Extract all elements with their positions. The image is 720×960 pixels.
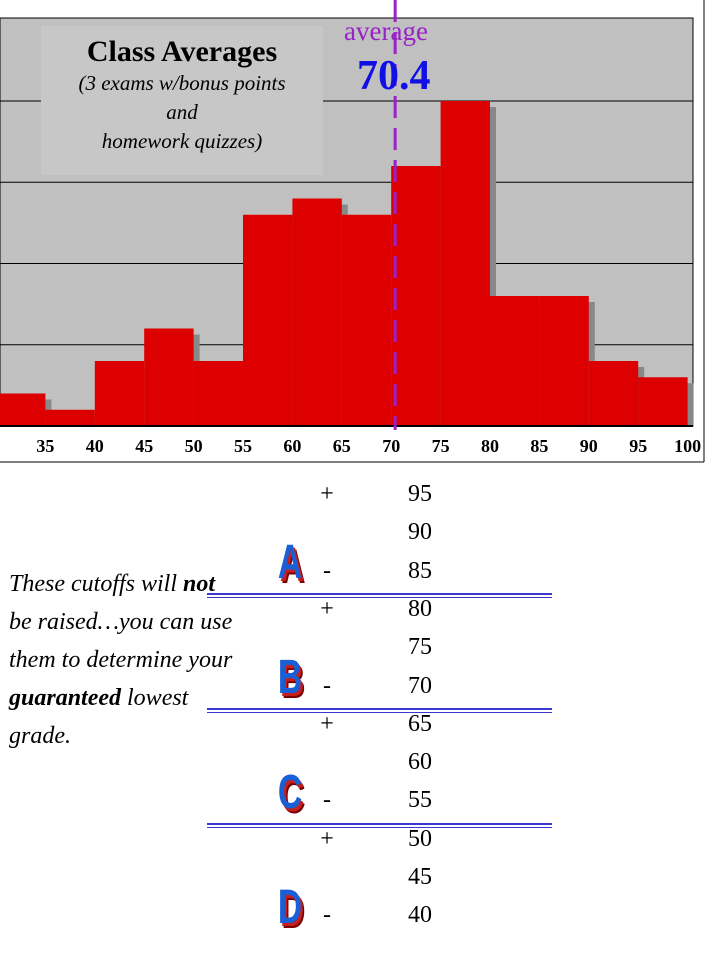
histogram-bar (243, 214, 293, 426)
histogram-bar (193, 361, 243, 426)
x-tick-label: 100 (674, 436, 701, 456)
note-part3: lowest grade. (9, 685, 189, 749)
chart-subtitle-line1: (3 exams w/bonus points (78, 71, 286, 95)
note-bold-guaranteed: guaranteed (9, 685, 122, 711)
histogram-bar (144, 328, 194, 426)
grade-cutoff-value: 75 (408, 634, 432, 661)
grade-letter-b: B (277, 650, 303, 704)
note-bold-not: not (183, 571, 216, 597)
grade-modifier: - (323, 672, 331, 699)
x-tick-label: 50 (185, 436, 203, 456)
chart-title: Class Averages (86, 35, 278, 68)
chart-title-box: Class Averages (3 exams w/bonus points a… (41, 26, 323, 175)
grade-modifier: - (323, 787, 331, 814)
x-tick-label: 65 (333, 436, 351, 456)
x-tick-label: 80 (481, 436, 499, 456)
grade-cutoff-value: 85 (408, 557, 432, 584)
x-tick-label: 75 (432, 436, 450, 456)
histogram-bar (45, 409, 95, 426)
x-tick-label: 85 (530, 436, 548, 456)
grade-modifier: - (323, 902, 331, 929)
histogram-bar (341, 214, 392, 426)
grade-modifier: + (320, 481, 334, 507)
x-tick-label: 95 (629, 436, 647, 456)
x-tick-label: 35 (36, 436, 54, 456)
grade-letter-d: D (277, 880, 303, 934)
x-tick-label: 90 (580, 436, 598, 456)
x-tick-label: 40 (86, 436, 104, 456)
cutoff-note: These cutoffs will not be raised…you can… (9, 565, 239, 755)
grade-letter-c: C (277, 765, 303, 819)
histogram-bar (0, 393, 46, 426)
grade-separator (207, 822, 552, 828)
grade-cutoff-value: 40 (408, 902, 432, 929)
grade-cutoff-value: 55 (408, 787, 432, 814)
grade-modifier: - (323, 557, 331, 584)
x-tick-label: 45 (135, 436, 153, 456)
note-part2: be raised…you can use them to determine … (9, 609, 233, 673)
grade-cutoff-value: 60 (408, 749, 432, 776)
histogram-bar (490, 296, 540, 426)
histogram-bar (638, 377, 688, 426)
histogram-bar (440, 101, 490, 426)
average-value: 70.4 (357, 53, 431, 99)
x-tick-label: 60 (283, 436, 301, 456)
chart-subtitle-line2: and (166, 100, 198, 124)
x-tick-label: 55 (234, 436, 252, 456)
average-label: average (344, 16, 428, 46)
grade-cutoff-value: 80 (408, 595, 432, 622)
grade-cutoff-value: 70 (408, 672, 432, 699)
grade-separator (207, 707, 552, 713)
histogram-bar (94, 361, 145, 426)
grade-modifier: + (320, 595, 334, 622)
grade-modifier: + (320, 710, 334, 737)
histogram-bar (588, 361, 639, 426)
histogram-bar (391, 166, 441, 426)
grade-cutoff-value: 50 (408, 825, 432, 852)
grade-letter-a: A (277, 536, 303, 589)
histogram-bar (539, 296, 589, 426)
grade-cutoff-value: 95 (408, 481, 432, 507)
grade-modifier: + (320, 825, 334, 852)
grade-separator (207, 592, 552, 598)
note-part1: These cutoffs will (9, 571, 183, 597)
chart-subtitle-line3: homework quizzes) (101, 129, 263, 153)
grade-cutoff-value: 45 (408, 864, 432, 890)
grade-cutoff-value: 65 (408, 710, 432, 737)
x-tick-label: 70 (382, 436, 400, 456)
grade-cutoff-value: 90 (408, 519, 432, 546)
histogram-bar (292, 198, 342, 426)
